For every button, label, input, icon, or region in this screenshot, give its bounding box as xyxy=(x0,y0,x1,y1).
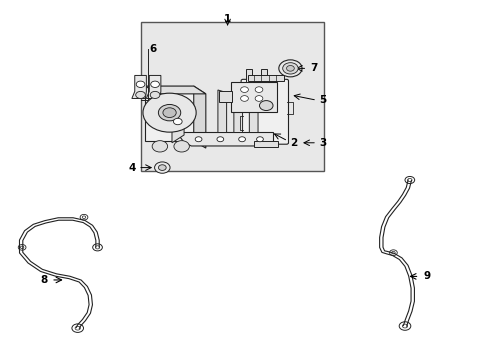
Circle shape xyxy=(240,96,248,101)
Circle shape xyxy=(75,326,80,330)
Bar xyxy=(145,86,193,141)
Circle shape xyxy=(398,322,410,330)
Circle shape xyxy=(217,137,223,142)
Bar xyxy=(261,69,266,82)
Circle shape xyxy=(72,324,83,332)
Circle shape xyxy=(152,141,167,152)
Circle shape xyxy=(407,179,411,181)
Circle shape xyxy=(256,137,263,142)
Circle shape xyxy=(391,251,394,254)
Bar xyxy=(219,91,232,102)
Bar xyxy=(246,69,252,82)
Polygon shape xyxy=(172,113,183,143)
Polygon shape xyxy=(193,86,205,148)
Text: 7: 7 xyxy=(309,63,317,73)
Polygon shape xyxy=(233,90,242,132)
Text: 3: 3 xyxy=(319,138,326,148)
Polygon shape xyxy=(146,76,161,99)
Circle shape xyxy=(20,246,24,249)
Circle shape xyxy=(259,100,272,111)
Circle shape xyxy=(286,66,294,71)
Circle shape xyxy=(238,137,245,142)
Circle shape xyxy=(278,60,302,77)
Bar xyxy=(254,141,278,147)
Circle shape xyxy=(173,118,182,125)
Circle shape xyxy=(95,246,100,249)
FancyBboxPatch shape xyxy=(241,79,288,144)
Text: 2: 2 xyxy=(290,138,297,148)
Circle shape xyxy=(158,165,166,170)
Circle shape xyxy=(18,244,26,250)
Circle shape xyxy=(195,137,202,142)
Bar xyxy=(247,75,284,81)
Circle shape xyxy=(389,250,396,256)
Circle shape xyxy=(136,91,145,99)
Circle shape xyxy=(82,216,85,219)
Circle shape xyxy=(136,81,144,87)
Text: 4: 4 xyxy=(128,163,136,172)
Polygon shape xyxy=(218,90,226,132)
Text: 6: 6 xyxy=(149,44,156,54)
Circle shape xyxy=(282,63,298,74)
Circle shape xyxy=(402,324,407,328)
Text: 8: 8 xyxy=(40,275,47,285)
Circle shape xyxy=(174,141,189,152)
Circle shape xyxy=(255,96,263,101)
Circle shape xyxy=(93,244,102,251)
Bar xyxy=(231,82,277,112)
Circle shape xyxy=(154,162,170,173)
Polygon shape xyxy=(132,76,146,99)
Circle shape xyxy=(240,87,248,93)
Circle shape xyxy=(158,104,181,121)
Circle shape xyxy=(163,108,176,117)
Circle shape xyxy=(142,93,196,132)
Polygon shape xyxy=(249,90,258,132)
Text: 1: 1 xyxy=(224,14,231,24)
Text: 5: 5 xyxy=(319,95,326,105)
Text: 9: 9 xyxy=(423,271,429,282)
Circle shape xyxy=(255,87,263,93)
Circle shape xyxy=(150,91,160,99)
Bar xyxy=(140,22,324,171)
Circle shape xyxy=(80,215,88,220)
Circle shape xyxy=(150,81,159,87)
Circle shape xyxy=(404,176,414,184)
Polygon shape xyxy=(177,132,273,146)
Polygon shape xyxy=(145,86,205,94)
